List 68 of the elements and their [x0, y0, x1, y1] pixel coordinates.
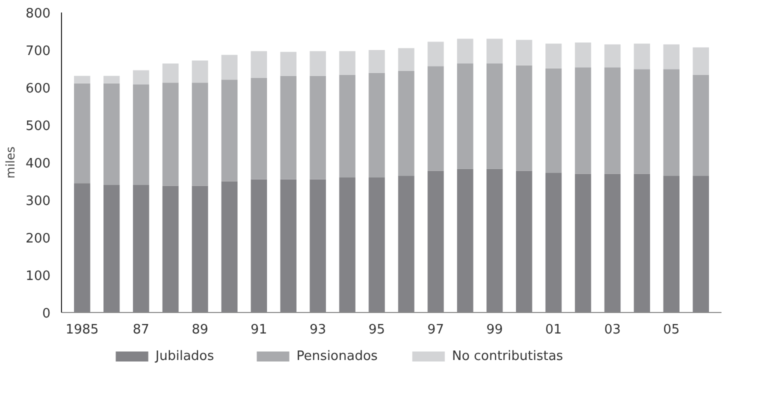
bar — [250, 78, 268, 180]
x-tick-label: 95 — [368, 322, 386, 338]
bar — [398, 71, 414, 176]
bar — [663, 69, 680, 176]
x-tick-label: 97 — [427, 322, 444, 338]
bar — [221, 54, 238, 80]
x-tick-label: 91 — [250, 322, 268, 338]
bar — [545, 44, 562, 68]
bar — [663, 44, 680, 70]
y-tick-label: 100 — [26, 269, 51, 284]
legend-label: Pensionados — [296, 349, 378, 364]
bar — [368, 50, 385, 73]
y-tick-label: 500 — [26, 119, 51, 134]
bar — [428, 66, 444, 171]
bar — [486, 64, 503, 169]
y-tick-label: 700 — [26, 44, 51, 59]
x-tick-label: 03 — [604, 322, 621, 338]
bar — [574, 42, 592, 68]
y-tick-label: 300 — [26, 194, 51, 209]
bar — [74, 76, 90, 84]
bar — [192, 60, 208, 83]
x-tick-label: 01 — [545, 322, 562, 338]
bar — [604, 44, 621, 68]
bar — [457, 38, 474, 64]
bar — [310, 51, 326, 76]
y-tick-label: 600 — [26, 82, 51, 96]
bar — [398, 48, 414, 71]
bar — [162, 82, 179, 186]
bar — [604, 67, 621, 174]
bar — [280, 52, 296, 76]
x-tick-label: 87 — [132, 322, 150, 338]
bar — [162, 64, 179, 83]
bar — [545, 68, 562, 173]
bar — [339, 74, 356, 178]
bar — [457, 64, 474, 169]
x-tick-label: 93 — [310, 322, 326, 338]
y-tick-label: 200 — [26, 232, 51, 246]
legend-label: No contributistas — [452, 349, 564, 364]
bar — [428, 42, 444, 66]
y-tick-label: 400 — [26, 156, 51, 172]
legend-label: Jubilados — [154, 349, 214, 364]
bar — [132, 70, 150, 84]
x-tick-label: 05 — [663, 322, 680, 338]
bar — [280, 76, 296, 180]
x-tick-label: 99 — [486, 322, 503, 338]
y-tick-label: 800 — [26, 6, 51, 22]
bar — [574, 67, 592, 174]
bar — [103, 76, 120, 84]
bar — [634, 44, 650, 70]
bar — [192, 82, 208, 186]
bar — [634, 69, 650, 174]
bar — [516, 40, 532, 66]
bar — [692, 74, 709, 176]
bar — [486, 38, 503, 64]
bar — [103, 83, 120, 185]
bar — [310, 76, 326, 180]
y-axis-title: miles — [4, 146, 18, 178]
y-tick-label: 0 — [42, 306, 51, 322]
x-tick-label: 1985 — [66, 322, 99, 338]
bar — [132, 84, 150, 185]
bar — [221, 80, 238, 182]
bar — [250, 51, 268, 78]
bar — [74, 83, 90, 184]
bar — [516, 65, 532, 171]
bar — [692, 47, 709, 75]
x-tick-label: 89 — [192, 322, 208, 338]
bar — [339, 51, 356, 75]
bar — [368, 72, 385, 178]
